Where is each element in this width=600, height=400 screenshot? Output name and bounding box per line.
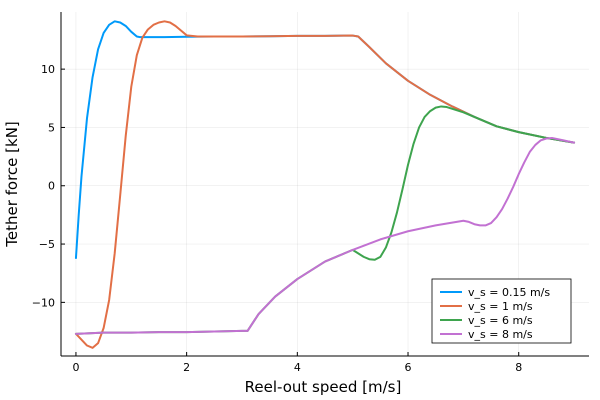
x-tick-label: 8 — [515, 361, 522, 374]
legend-label-3: v_s = 6 m/s — [468, 314, 533, 327]
y-tick-label: 10 — [41, 63, 55, 76]
y-tick-label: 5 — [48, 121, 55, 134]
x-tick-label: 2 — [183, 361, 190, 374]
ticks: 0 2 4 6 8 −10 −5 0 5 10 — [32, 63, 522, 374]
legend-items: v_s = 0.15 m/sv_s = 1 m/sv_s = 6 m/sv_s … — [440, 286, 550, 341]
legend-label-2: v_s = 1 m/s — [468, 300, 533, 313]
x-tick-label: 0 — [72, 361, 79, 374]
legend-label-1: v_s = 0.15 m/s — [468, 286, 550, 299]
y-tick-label: −5 — [39, 238, 55, 251]
legend-box — [431, 278, 572, 344]
legend-label-4: v_s = 8 m/s — [468, 328, 533, 341]
series-line-1 — [74, 20, 576, 260]
series-line-4 — [74, 136, 576, 335]
series — [74, 20, 576, 349]
y-tick-label: 0 — [48, 180, 55, 193]
legend: v_s = 0.15 m/sv_s = 1 m/sv_s = 6 m/sv_s … — [431, 278, 572, 344]
x-axis-label: Reel-out speed [m/s] — [245, 378, 402, 396]
y-axis-label: Tether force [kN] — [3, 121, 21, 248]
x-tick-label: 6 — [405, 361, 412, 374]
x-tick-label: 4 — [294, 361, 301, 374]
series-line-2 — [74, 20, 576, 349]
y-tick-label: −10 — [32, 296, 55, 309]
